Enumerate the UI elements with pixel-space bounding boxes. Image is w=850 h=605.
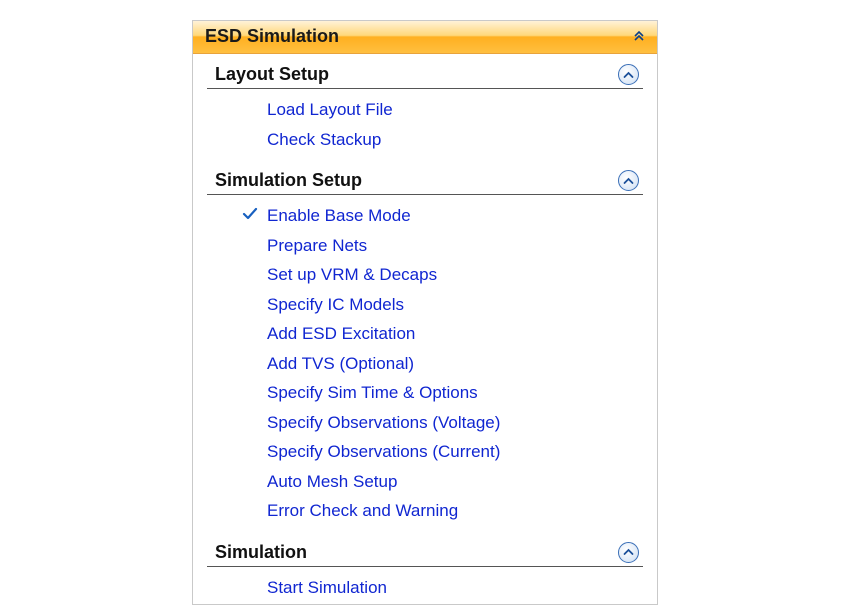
list-item: Enable Base Mode (207, 201, 643, 231)
item-add-tvs[interactable]: Add TVS (Optional) (267, 351, 414, 377)
item-specify-obs-current[interactable]: Specify Observations (Current) (267, 439, 500, 465)
section-simulation: Simulation Start Simulation (193, 532, 657, 605)
list-item: Prepare Nets (207, 231, 643, 261)
item-prepare-nets[interactable]: Prepare Nets (267, 233, 367, 259)
section-items: Load Layout File Check Stackup (207, 93, 643, 160)
list-item: Check Stackup (207, 125, 643, 155)
list-item: Specify Observations (Voltage) (207, 408, 643, 438)
item-start-simulation[interactable]: Start Simulation (267, 575, 387, 601)
collapse-all-icon[interactable] (633, 30, 647, 44)
list-item: Specify Sim Time & Options (207, 378, 643, 408)
item-setup-vrm-decaps[interactable]: Set up VRM & Decaps (267, 262, 437, 288)
list-item: Specify IC Models (207, 290, 643, 320)
esd-simulation-panel: ESD Simulation Layout Setup Load Layout … (192, 20, 658, 605)
item-specify-sim-time[interactable]: Specify Sim Time & Options (267, 380, 478, 406)
item-check-stackup[interactable]: Check Stackup (267, 127, 381, 153)
section-layout-setup: Layout Setup Load Layout File Check Stac… (193, 54, 657, 160)
collapse-section-icon[interactable] (618, 542, 639, 563)
section-header: Simulation Setup (207, 160, 643, 195)
section-title: Simulation (215, 542, 307, 563)
collapse-section-icon[interactable] (618, 64, 639, 85)
item-error-check-warning[interactable]: Error Check and Warning (267, 498, 458, 524)
list-item: Start Simulation (207, 573, 643, 603)
item-enable-base-mode[interactable]: Enable Base Mode (267, 203, 411, 229)
collapse-section-icon[interactable] (618, 170, 639, 191)
list-item: Add ESD Excitation (207, 319, 643, 349)
section-header: Layout Setup (207, 54, 643, 89)
item-specify-ic-models[interactable]: Specify IC Models (267, 292, 404, 318)
panel-title: ESD Simulation (205, 26, 339, 47)
section-title: Layout Setup (215, 64, 329, 85)
section-header: Simulation (207, 532, 643, 567)
list-item: Set up VRM & Decaps (207, 260, 643, 290)
panel-header: ESD Simulation (193, 21, 657, 54)
list-item: Error Check and Warning (207, 496, 643, 526)
section-items: Enable Base Mode Prepare Nets Set up VRM… (207, 199, 643, 532)
check-icon (241, 205, 259, 228)
section-items: Start Simulation (207, 571, 643, 605)
item-load-layout-file[interactable]: Load Layout File (267, 97, 393, 123)
list-item: Load Layout File (207, 95, 643, 125)
item-add-esd-excitation[interactable]: Add ESD Excitation (267, 321, 415, 347)
item-auto-mesh-setup[interactable]: Auto Mesh Setup (267, 469, 397, 495)
section-simulation-setup: Simulation Setup Enable Base Mode Prepar… (193, 160, 657, 532)
list-item: Auto Mesh Setup (207, 467, 643, 497)
section-title: Simulation Setup (215, 170, 362, 191)
list-item: Add TVS (Optional) (207, 349, 643, 379)
item-specify-obs-voltage[interactable]: Specify Observations (Voltage) (267, 410, 500, 436)
list-item: Specify Observations (Current) (207, 437, 643, 467)
